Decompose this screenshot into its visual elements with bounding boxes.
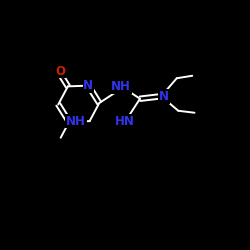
- Text: N: N: [83, 79, 93, 92]
- Text: O: O: [55, 64, 65, 78]
- Text: NH: NH: [66, 115, 86, 128]
- Text: NH: NH: [111, 80, 131, 93]
- Text: N: N: [159, 90, 169, 103]
- Text: HN: HN: [115, 115, 135, 128]
